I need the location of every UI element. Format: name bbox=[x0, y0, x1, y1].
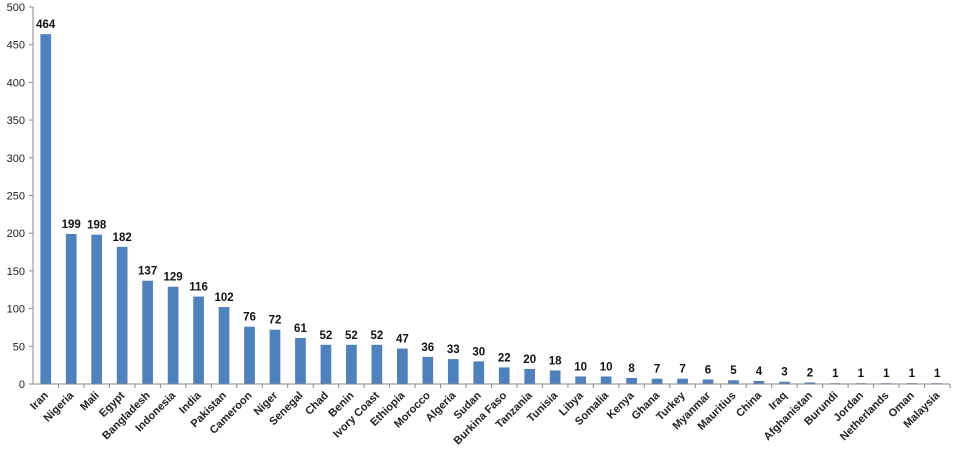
bar-niger bbox=[269, 329, 281, 384]
data-label: 72 bbox=[269, 315, 282, 327]
data-label: 1 bbox=[883, 368, 890, 380]
y-axis: 0 50 100 150 200 250 300 350 400 450 500 bbox=[7, 2, 34, 391]
data-label: 7 bbox=[679, 364, 685, 376]
data-label: 30 bbox=[472, 346, 485, 358]
y-tick-label: 300 bbox=[7, 153, 25, 165]
data-label: 22 bbox=[498, 352, 511, 364]
data-label: 52 bbox=[345, 330, 358, 342]
data-label: 76 bbox=[243, 312, 256, 324]
bar-nigeria bbox=[65, 233, 77, 384]
bar-bangladesh bbox=[142, 280, 153, 384]
y-tick-label: 500 bbox=[7, 2, 25, 14]
bar-benin bbox=[346, 344, 357, 384]
data-label: 7 bbox=[654, 364, 660, 376]
bar-ghana bbox=[651, 378, 663, 384]
y-tick-label: 50 bbox=[13, 341, 25, 353]
data-label: 8 bbox=[628, 363, 635, 375]
bar-tunisia bbox=[549, 370, 561, 384]
x-tick-label: Chad bbox=[303, 390, 331, 418]
bars bbox=[40, 34, 943, 384]
data-label: 33 bbox=[447, 344, 460, 356]
bar-burkina-faso bbox=[498, 367, 510, 384]
data-label: 198 bbox=[87, 220, 107, 232]
data-label: 1 bbox=[832, 368, 839, 380]
bar-kenya bbox=[626, 377, 637, 384]
bar-iraq bbox=[779, 381, 790, 384]
y-tick-label: 100 bbox=[7, 304, 25, 316]
data-label: 3 bbox=[781, 367, 787, 379]
data-label: 1 bbox=[909, 368, 916, 380]
bar-tanzania bbox=[524, 368, 536, 384]
data-label: 137 bbox=[138, 266, 157, 278]
y-tick-label: 200 bbox=[7, 228, 25, 240]
data-label: 129 bbox=[164, 272, 183, 284]
bar-myanmar bbox=[702, 379, 714, 384]
bar-sudan bbox=[473, 361, 485, 384]
bar-turkey bbox=[677, 378, 688, 384]
y-tick-label: 250 bbox=[7, 191, 25, 203]
data-label: 199 bbox=[62, 219, 81, 231]
data-label: 116 bbox=[189, 282, 208, 294]
bar-libya bbox=[575, 376, 587, 384]
bar-chad bbox=[320, 344, 332, 384]
bar-india bbox=[193, 296, 204, 384]
data-label: 2 bbox=[807, 367, 813, 379]
data-label: 10 bbox=[600, 361, 613, 373]
x-tick-label: China bbox=[734, 389, 765, 420]
data-label: 1 bbox=[858, 368, 865, 380]
y-tick-label: 350 bbox=[7, 115, 25, 127]
data-label: 102 bbox=[214, 292, 233, 304]
y-tick-label: 450 bbox=[7, 40, 25, 52]
bar-indonesia bbox=[167, 286, 179, 384]
y-tick-label: 400 bbox=[7, 77, 25, 89]
bar-iran bbox=[40, 34, 52, 384]
bar-mali bbox=[91, 234, 103, 384]
bar-cameroon bbox=[244, 326, 255, 384]
data-label: 52 bbox=[370, 330, 383, 342]
bar-senegal bbox=[295, 338, 306, 384]
data-label: 1 bbox=[934, 368, 941, 380]
data-label: 52 bbox=[320, 330, 333, 342]
bar-ethiopia bbox=[396, 348, 408, 384]
data-label: 18 bbox=[549, 355, 562, 367]
bar-pakistan bbox=[218, 307, 230, 384]
data-label: 61 bbox=[294, 323, 307, 335]
data-label: 47 bbox=[396, 334, 409, 346]
data-label: 36 bbox=[421, 342, 434, 354]
bar-ivory-coast bbox=[371, 344, 383, 384]
data-label: 10 bbox=[574, 361, 587, 373]
data-label: 182 bbox=[113, 232, 132, 244]
bar-somalia bbox=[600, 376, 612, 384]
data-label: 6 bbox=[705, 364, 711, 376]
bar-afghanistan bbox=[804, 382, 816, 384]
bar-mauritius bbox=[728, 380, 739, 384]
data-label: 5 bbox=[730, 365, 737, 377]
data-label: 464 bbox=[36, 19, 56, 31]
data-label: 20 bbox=[523, 354, 536, 366]
bar-egypt bbox=[116, 246, 128, 384]
bar-morocco bbox=[422, 356, 434, 384]
data-label: 4 bbox=[756, 366, 763, 378]
y-tick-label: 150 bbox=[7, 266, 25, 278]
bar-china bbox=[753, 380, 765, 384]
y-tick-label: 0 bbox=[19, 379, 25, 391]
bar-algeria bbox=[447, 359, 459, 384]
